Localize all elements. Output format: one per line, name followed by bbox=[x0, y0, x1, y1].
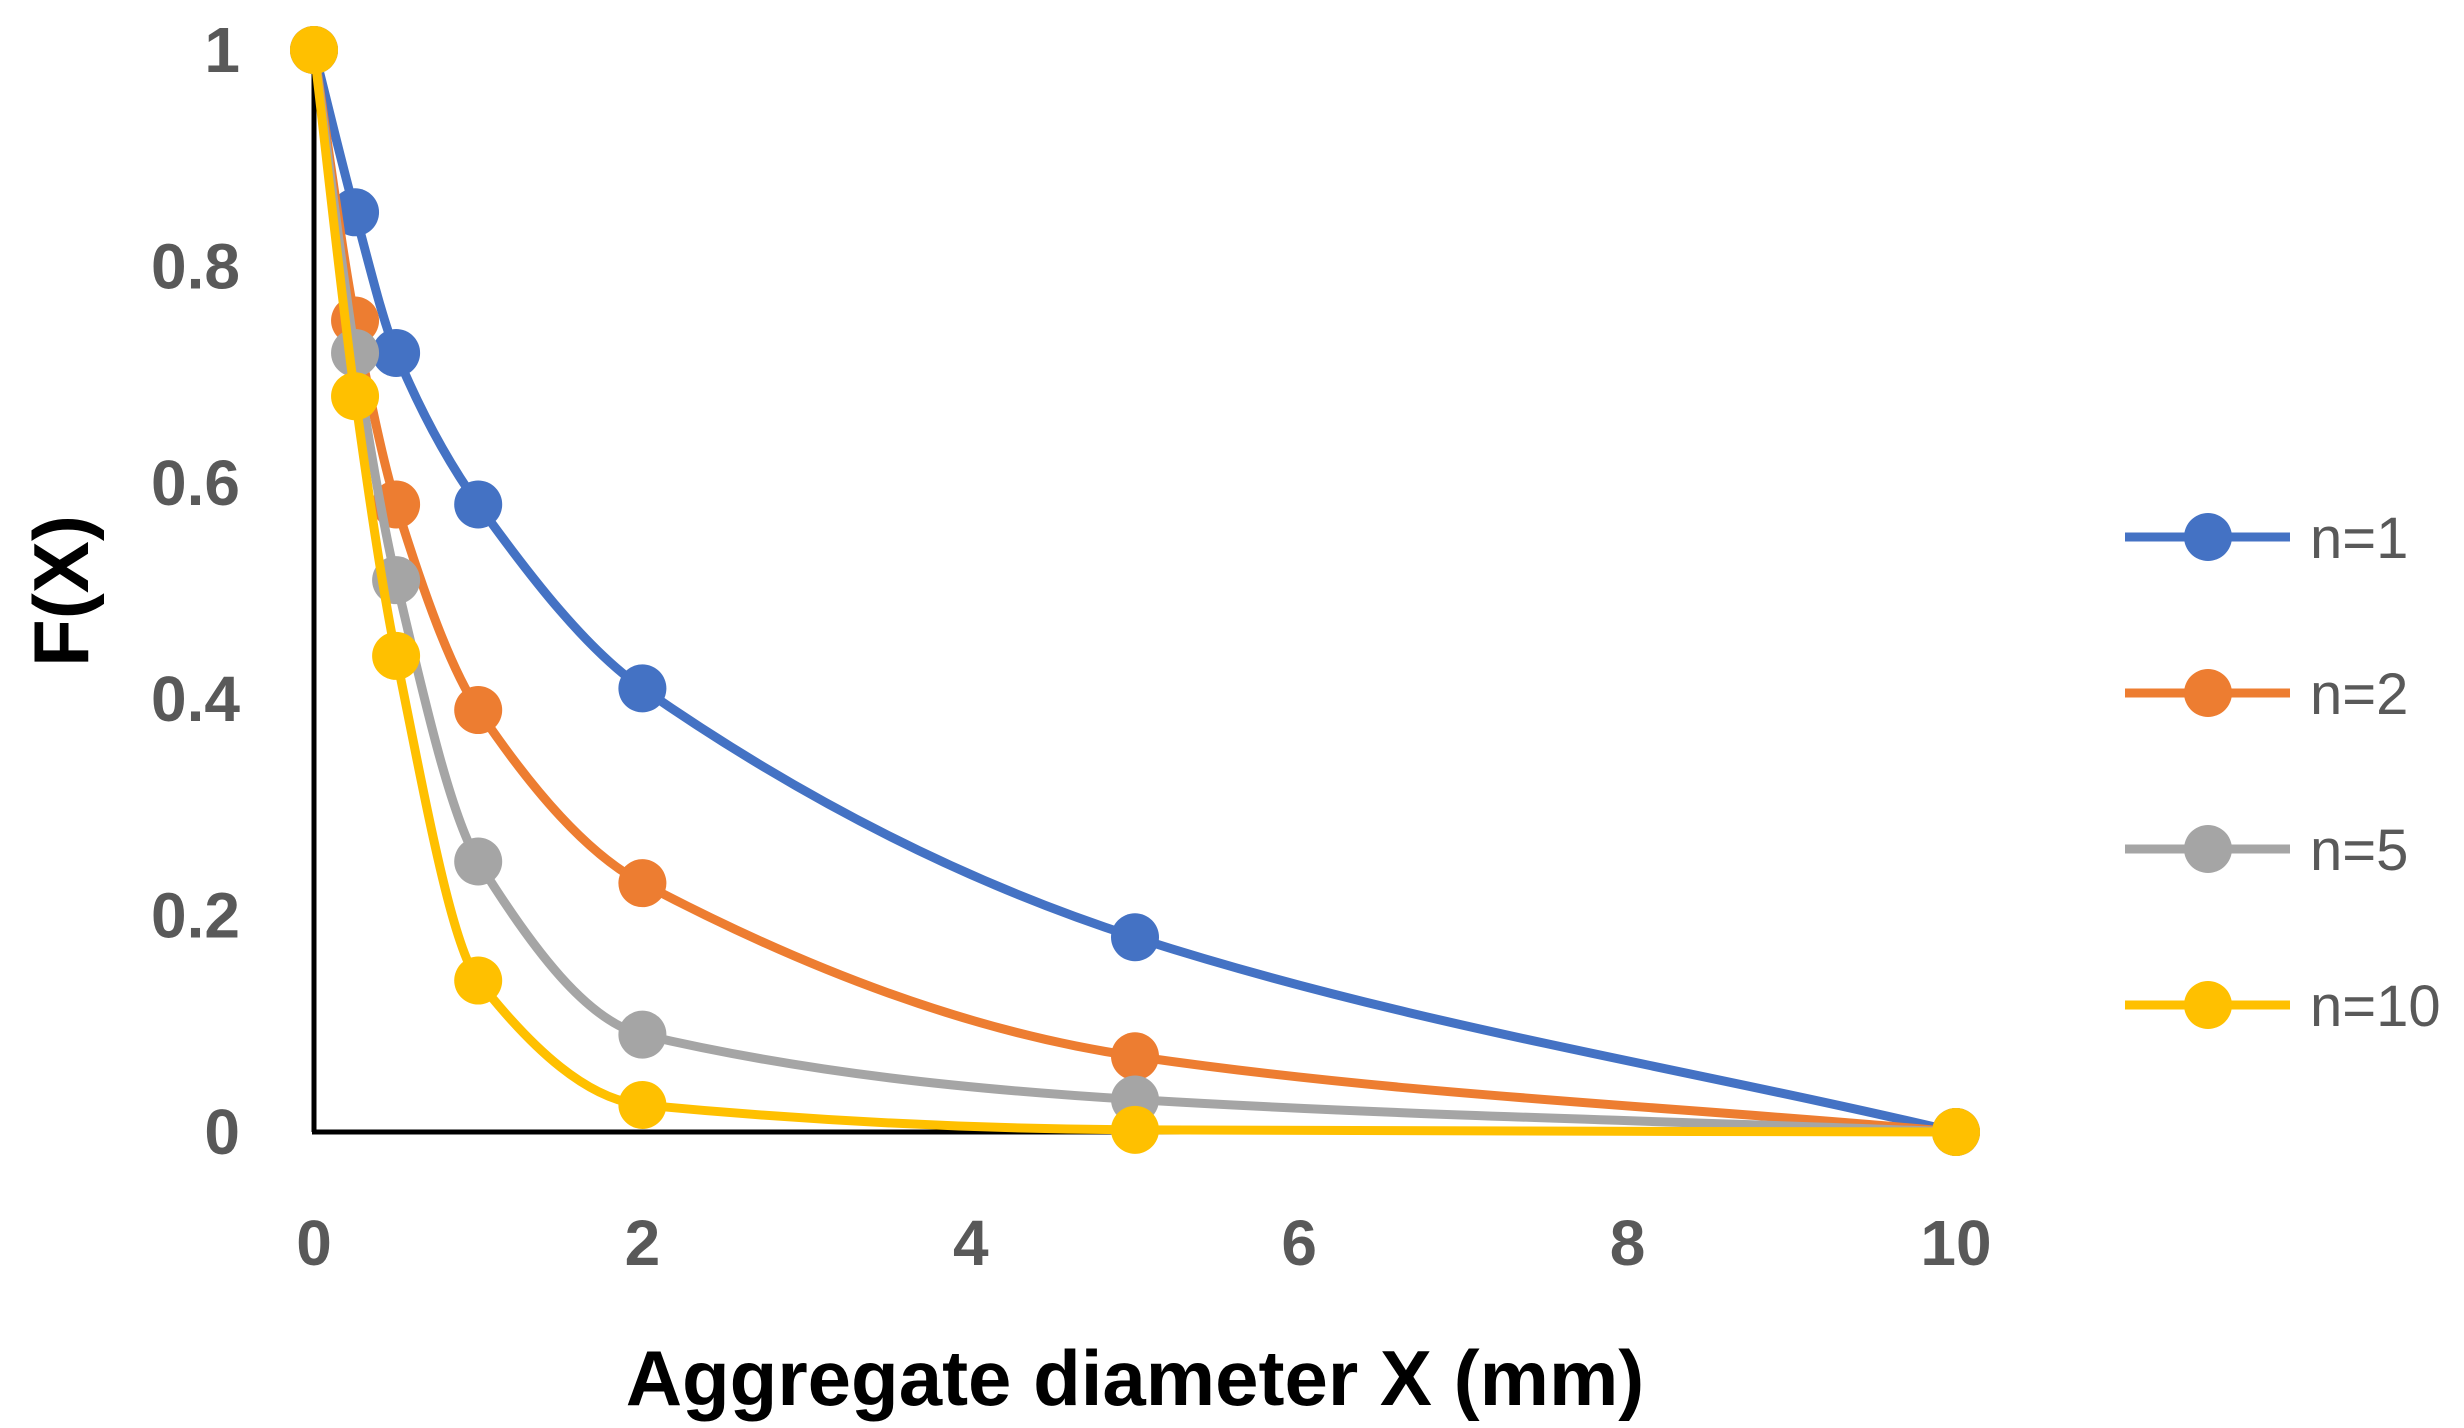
legend-marker-swatch bbox=[2184, 513, 2232, 561]
legend-label: n=10 bbox=[2310, 974, 2441, 1039]
data-point bbox=[618, 664, 667, 713]
legend-item: n=2 bbox=[2125, 662, 2408, 727]
data-point bbox=[1111, 1105, 1159, 1154]
series-n=10 bbox=[290, 26, 1980, 1156]
legend-marker-swatch bbox=[2184, 669, 2232, 717]
y-tick-label: 1 bbox=[204, 14, 240, 86]
data-point bbox=[454, 686, 503, 735]
y-tick-label: 0.2 bbox=[151, 880, 240, 952]
data-point bbox=[454, 837, 503, 886]
legend-marker-swatch bbox=[2184, 981, 2232, 1029]
series-line bbox=[309, 45, 1961, 1137]
y-tick-label: 0.8 bbox=[151, 230, 240, 302]
x-tick-label: 10 bbox=[1920, 1207, 1991, 1279]
x-axis-title: Aggregate diameter X (mm) bbox=[626, 1334, 1645, 1422]
data-point bbox=[331, 372, 380, 421]
data-point bbox=[1111, 1032, 1159, 1081]
legend-item: n=1 bbox=[2125, 506, 2408, 571]
x-tick-label: 8 bbox=[1610, 1207, 1646, 1279]
legend-item: n=10 bbox=[2125, 974, 2441, 1039]
data-point bbox=[618, 1080, 667, 1129]
y-tick-label: 0.4 bbox=[151, 663, 240, 735]
x-tick-label: 0 bbox=[296, 1207, 332, 1279]
y-tick-labels: 0 0.2 0.4 0.6 0.8 1 bbox=[151, 14, 240, 1168]
legend-marker-swatch bbox=[2184, 825, 2232, 873]
legend: n=1 n=2 n=5 n=10 bbox=[2125, 506, 2441, 1039]
data-point bbox=[454, 956, 503, 1005]
x-tick-labels: 0 2 4 6 8 10 bbox=[296, 1207, 1991, 1279]
data-point bbox=[290, 26, 338, 74]
data-point bbox=[372, 328, 421, 377]
legend-item: n=5 bbox=[2125, 818, 2408, 883]
series-n=1 bbox=[290, 26, 1980, 1156]
series-group bbox=[290, 26, 1980, 1156]
data-point bbox=[454, 480, 503, 529]
x-tick-label: 4 bbox=[953, 1207, 989, 1279]
x-tick-label: 6 bbox=[1281, 1207, 1317, 1279]
legend-label: n=2 bbox=[2310, 662, 2408, 727]
y-axis-title: F(X) bbox=[17, 515, 105, 667]
data-point bbox=[372, 631, 421, 680]
legend-label: n=5 bbox=[2310, 818, 2408, 883]
data-point bbox=[1932, 1108, 1980, 1156]
data-point bbox=[331, 328, 380, 377]
x-tick-label: 2 bbox=[625, 1207, 661, 1279]
legend-label: n=1 bbox=[2310, 506, 2408, 571]
data-point bbox=[618, 1010, 667, 1059]
y-tick-label: 0.6 bbox=[151, 447, 240, 519]
y-tick-label: 0 bbox=[204, 1096, 240, 1168]
data-point bbox=[1111, 913, 1159, 962]
series-line bbox=[309, 45, 1961, 1137]
data-point bbox=[618, 859, 667, 908]
